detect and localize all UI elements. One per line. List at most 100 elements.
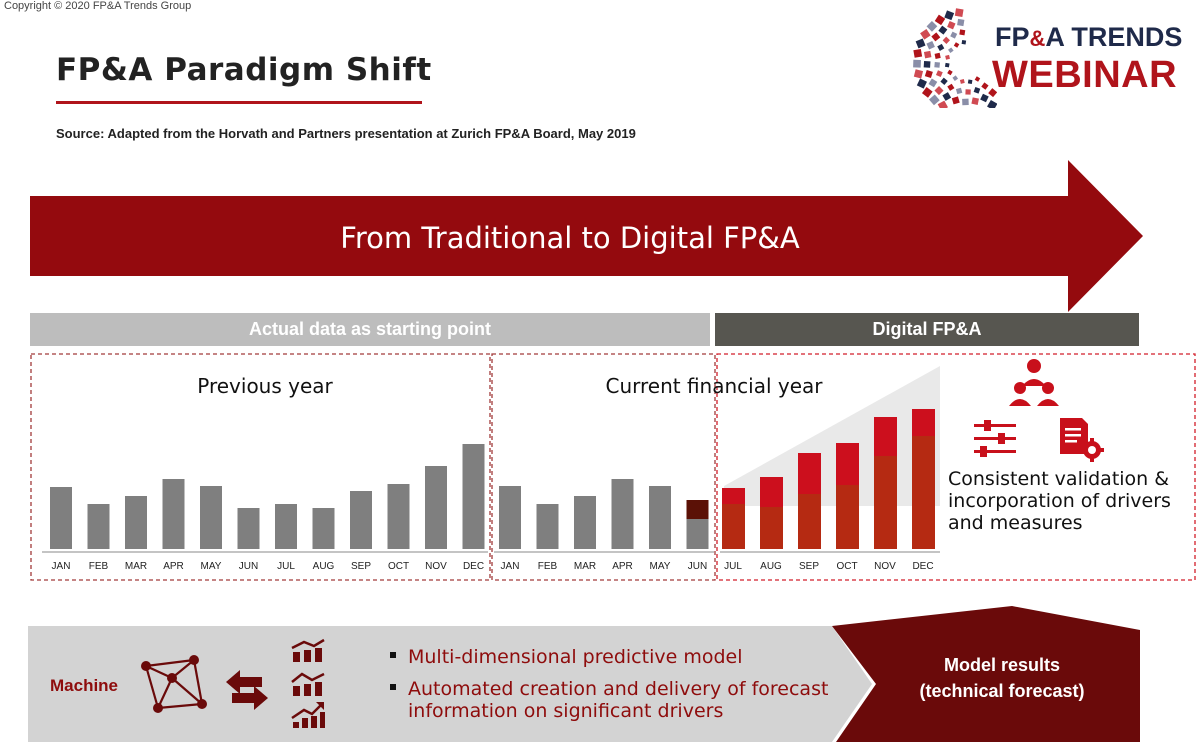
bar-forecast-top-jul [722, 488, 745, 504]
logo-square [937, 43, 945, 51]
team-icon [1009, 359, 1059, 406]
logo-square [945, 54, 950, 60]
chart-area [30, 353, 1196, 581]
bar-forecast-top-oct [836, 443, 859, 485]
bar-forecast-top-nov [874, 417, 897, 456]
logo-square [959, 29, 966, 36]
machine-bar [28, 626, 872, 742]
logo-square [942, 36, 950, 44]
month-label-prev-may: MAY [200, 561, 222, 572]
logo-square [913, 69, 924, 79]
page-title: FP&A Paradigm Shift [56, 52, 432, 88]
bullet-predictive-model: Multi-dimensional predictive model [390, 646, 742, 668]
logo-square [913, 59, 921, 68]
model-results-text: Model results (technical forecast) [862, 652, 1142, 704]
machine-label: Machine [50, 676, 119, 695]
bar-prev-jan [50, 487, 72, 549]
logo-square [921, 87, 933, 98]
logo-text-webinar: WEBINAR [992, 54, 1178, 96]
pane-border-digital [716, 353, 1196, 581]
month-label-forecast-jul: JUL [724, 561, 742, 572]
month-label-forecast-sep: SEP [798, 561, 819, 572]
logo-square [926, 41, 935, 50]
logo-square [987, 99, 997, 108]
logo-square [948, 47, 954, 54]
logo-square [938, 25, 948, 35]
logo-square [920, 29, 931, 40]
month-label-curr-jun: JUN [687, 561, 708, 572]
bar-chart-icon [291, 638, 325, 662]
bar-curr-jun-forecast [686, 500, 709, 519]
logo-square [934, 86, 944, 96]
logo-square [926, 20, 938, 32]
logo-mark-icon [913, 8, 997, 108]
month-label-forecast-oct: OCT [836, 561, 858, 572]
bullet-square [390, 683, 396, 690]
bar-prev-dec [462, 444, 485, 549]
pane-border-current [491, 353, 716, 581]
bar-prev-oct [387, 484, 410, 549]
bar-curr-apr [611, 479, 634, 549]
bar-prev-feb [87, 504, 110, 549]
month-label-forecast-aug: AUG [760, 561, 782, 572]
bar-prev-jul [275, 504, 297, 549]
logo-square [913, 48, 923, 58]
month-label-curr-mar: MAR [573, 561, 597, 572]
logo-square [924, 69, 933, 78]
logo-text-fpa-trends: FP&A TRENDS [995, 22, 1183, 52]
month-label-curr-may: MAY [649, 561, 671, 572]
bar-forecast-top-aug [760, 477, 783, 507]
bar-forecast-dec [912, 436, 935, 549]
arrow-label: From Traditional to Digital FP&A [340, 221, 800, 255]
band-digital-fpa: Digital FP&A [715, 313, 1139, 346]
bar-chart-icon-2 [291, 672, 325, 696]
pane-border-previous [30, 353, 491, 581]
bar-prev-apr [162, 479, 185, 549]
validation-text: Consistent validation & incorporation of… [948, 468, 1171, 534]
month-label-prev-aug: AUG [312, 561, 335, 572]
logo-square [934, 14, 946, 26]
month-label-prev-feb: FEB [88, 561, 109, 572]
logo-square [967, 79, 973, 85]
logo-square [934, 52, 941, 59]
logo-square [959, 79, 965, 84]
pane-title-current-year: Current financial year [605, 374, 823, 398]
month-label-prev-oct: OCT [387, 561, 410, 572]
logo-square [980, 93, 989, 103]
logo-square [931, 32, 941, 42]
bar-curr-jun [686, 519, 709, 549]
logo-square [973, 86, 981, 94]
logo-square [951, 96, 960, 105]
bar-forecast-jul [722, 504, 745, 549]
swap-arrows-icon [226, 670, 268, 710]
pane-title-previous-year: Previous year [197, 374, 333, 398]
bar-prev-aug [312, 508, 335, 549]
bar-forecast-nov [874, 456, 897, 549]
logo-square [915, 38, 926, 49]
month-label-prev-jun: JUN [238, 561, 259, 572]
results-shape [832, 606, 1140, 742]
logo-square [928, 78, 938, 88]
logo-square [950, 31, 958, 39]
logo-square [952, 75, 959, 81]
logo-square [988, 88, 997, 98]
sliders-icon [974, 420, 1016, 457]
bullet-square [390, 651, 396, 658]
month-label-prev-apr: APR [163, 561, 184, 572]
logo-square [937, 100, 949, 108]
bar-prev-jun [237, 508, 260, 549]
month-label-forecast-nov: NOV [874, 561, 896, 572]
logo-square [944, 62, 950, 68]
month-label-prev-jul: JUL [277, 561, 295, 572]
network-icon [141, 655, 207, 713]
logo-square [942, 92, 952, 101]
logo-square [940, 77, 948, 86]
logo-square [934, 62, 940, 68]
copyright-notice: Copyright © 2020 FP&A Trends Group [4, 0, 192, 12]
logo-square [935, 70, 943, 78]
logo-square [957, 18, 965, 27]
month-label-prev-dec: DEC [462, 561, 485, 572]
month-label-curr-apr: APR [612, 561, 633, 572]
month-label-prev-sep: SEP [350, 561, 371, 572]
logo-square [916, 78, 927, 89]
